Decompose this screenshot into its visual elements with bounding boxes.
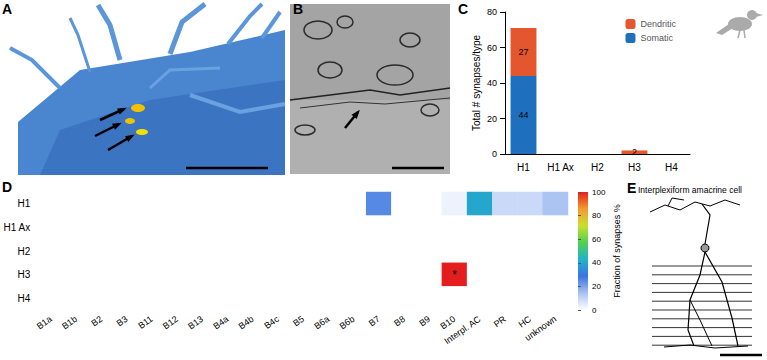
svg-text:20: 20 (592, 282, 601, 291)
svg-text:H1: H1 (517, 162, 530, 173)
svg-text:B5: B5 (291, 314, 306, 329)
svg-text:HC: HC (517, 314, 534, 330)
svg-text:B9: B9 (417, 314, 432, 329)
svg-text:B11: B11 (136, 314, 154, 331)
svg-text:40: 40 (592, 258, 601, 267)
svg-text:Somatic: Somatic (640, 33, 673, 43)
svg-text:H4: H4 (17, 293, 30, 304)
svg-text:60: 60 (592, 235, 601, 244)
svg-text:40: 40 (487, 78, 497, 88)
svg-text:60: 60 (487, 43, 497, 53)
svg-text:A: A (2, 1, 12, 17)
svg-text:H2: H2 (17, 246, 30, 257)
svg-text:D: D (2, 179, 12, 195)
svg-text:unknown: unknown (523, 314, 558, 343)
svg-text:B6b: B6b (338, 314, 357, 331)
svg-text:B7: B7 (367, 314, 382, 329)
svg-text:H1 Ax: H1 Ax (547, 162, 574, 173)
svg-text:44: 44 (518, 110, 528, 120)
svg-text:B3: B3 (115, 314, 130, 329)
svg-text:C: C (458, 1, 468, 17)
svg-text:H3: H3 (17, 269, 30, 280)
svg-text:H4: H4 (665, 162, 678, 173)
svg-text:B2: B2 (89, 314, 104, 329)
svg-text:PR: PR (492, 314, 508, 330)
svg-text:20: 20 (487, 114, 497, 124)
svg-text:B13: B13 (186, 314, 205, 331)
svg-text:B: B (293, 1, 303, 17)
svg-text:80: 80 (487, 7, 497, 17)
svg-text:2: 2 (632, 147, 637, 157)
svg-text:80: 80 (592, 211, 601, 220)
svg-text:B4c: B4c (262, 314, 281, 331)
svg-text:Dendritic: Dendritic (640, 19, 676, 29)
svg-text:B6a: B6a (312, 314, 331, 331)
svg-text:H1: H1 (17, 198, 30, 209)
svg-text:B1a: B1a (35, 314, 54, 331)
svg-text:27: 27 (518, 47, 528, 57)
svg-text:B4b: B4b (237, 314, 256, 331)
svg-text:H2: H2 (591, 162, 604, 173)
svg-text:Interpl. AC: Interpl. AC (442, 314, 483, 347)
svg-text:B4a: B4a (211, 314, 230, 331)
svg-text:H1 Ax: H1 Ax (4, 222, 31, 233)
svg-text:*: * (452, 268, 457, 282)
svg-text:E: E (627, 180, 636, 196)
svg-text:Fraction of synapses %: Fraction of synapses % (612, 204, 622, 298)
svg-text:Interplexiform amacrine cell: Interplexiform amacrine cell (638, 185, 742, 195)
svg-text:0: 0 (492, 149, 497, 159)
svg-text:B12: B12 (161, 314, 180, 331)
svg-text:H3: H3 (628, 162, 641, 173)
svg-text:B1b: B1b (60, 314, 79, 331)
svg-text:Total # synapses/type: Total # synapses/type (471, 34, 482, 131)
svg-text:100: 100 (592, 188, 606, 197)
svg-text:0: 0 (592, 306, 597, 315)
svg-text:B10: B10 (438, 313, 458, 332)
svg-text:B8: B8 (392, 314, 407, 329)
